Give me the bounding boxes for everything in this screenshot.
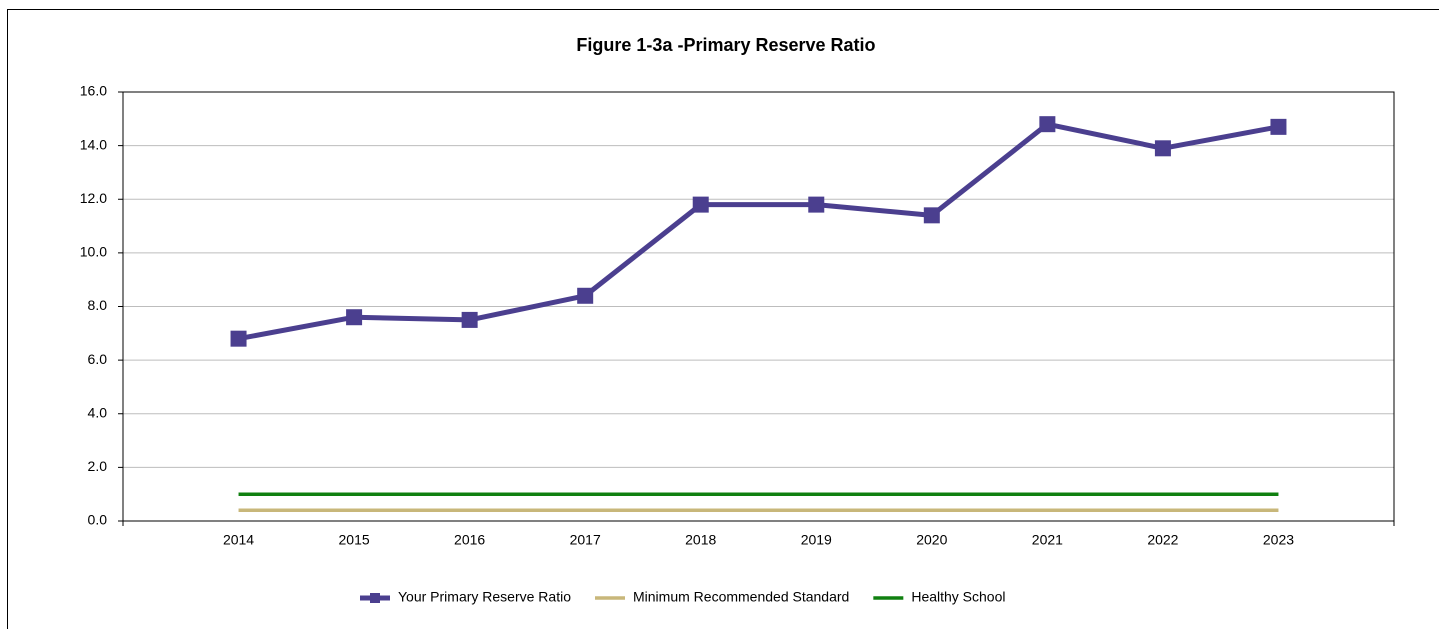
- x-tick-label: 2016: [454, 532, 485, 548]
- y-tick-label: 10.0: [80, 244, 107, 260]
- legend-label: Healthy School: [911, 589, 1005, 605]
- y-tick-label: 0.0: [88, 512, 108, 528]
- y-tick-label: 2.0: [88, 458, 108, 474]
- x-tick-label: 2018: [685, 532, 716, 548]
- x-tick-label: 2019: [801, 532, 832, 548]
- marker: [230, 330, 247, 347]
- x-tick-label: 2020: [916, 532, 947, 548]
- legend-label: Minimum Recommended Standard: [633, 589, 849, 605]
- series-line: [238, 121, 1279, 342]
- y-tick-label: 6.0: [88, 351, 108, 367]
- marker: [461, 311, 478, 328]
- legend-label: Your Primary Reserve Ratio: [398, 589, 571, 605]
- marker: [692, 196, 709, 213]
- legend-marker: [370, 593, 380, 603]
- x-tick-label: 2015: [339, 532, 370, 548]
- marker: [1270, 118, 1287, 135]
- marker: [923, 207, 940, 224]
- x-tick-label: 2014: [223, 532, 254, 548]
- y-tick-label: 16.0: [80, 83, 107, 99]
- x-tick-label: 2017: [570, 532, 601, 548]
- chart-title: Figure 1-3a -Primary Reserve Ratio: [576, 35, 875, 55]
- x-tick-label: 2023: [1263, 532, 1294, 548]
- marker: [1039, 116, 1056, 133]
- x-tick-label: 2022: [1147, 532, 1178, 548]
- marker: [1154, 140, 1171, 157]
- marker: [346, 309, 363, 326]
- chart-frame: [7, 9, 1439, 629]
- y-tick-label: 4.0: [88, 404, 108, 420]
- marker: [577, 287, 594, 304]
- y-tick-label: 8.0: [88, 297, 108, 313]
- y-tick-label: 12.0: [80, 190, 107, 206]
- y-tick-label: 14.0: [80, 136, 107, 152]
- x-tick-label: 2021: [1032, 532, 1063, 548]
- marker: [808, 196, 825, 213]
- plot-frame: [122, 91, 1395, 522]
